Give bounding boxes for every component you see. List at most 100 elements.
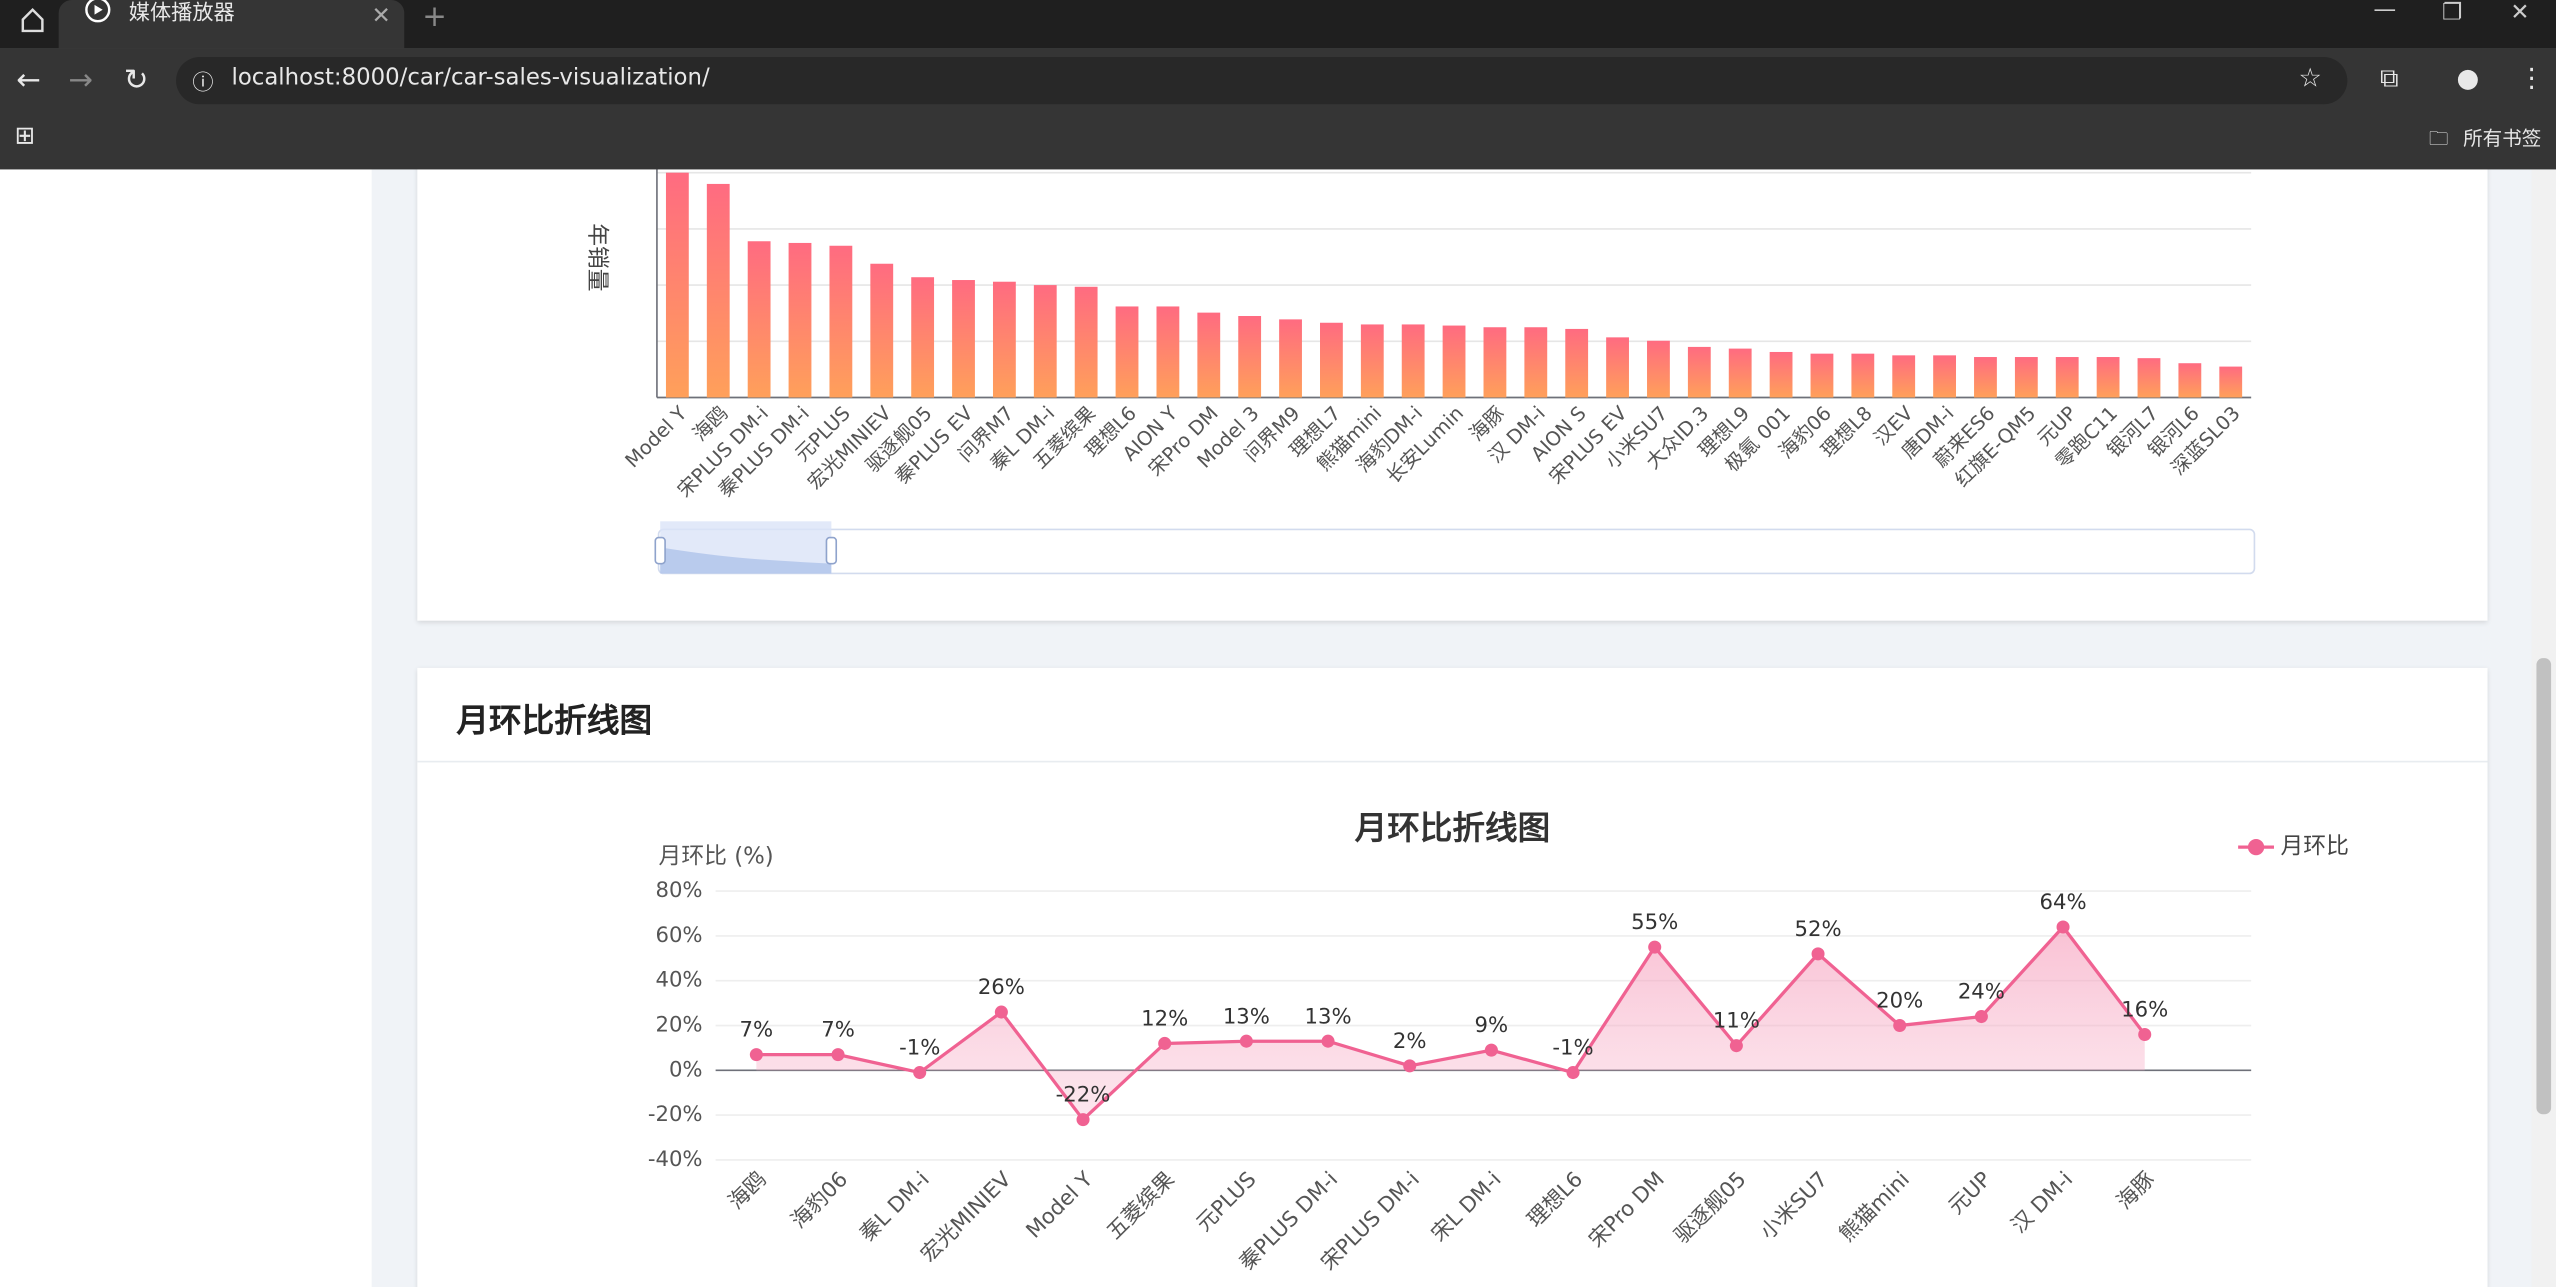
bar: [665, 172, 689, 398]
bar: [747, 241, 771, 398]
back[interactable]: ←: [16, 63, 41, 98]
bar: [2178, 363, 2202, 398]
bar: [1892, 355, 1916, 398]
bar: [788, 242, 812, 398]
point: [1484, 1043, 1498, 1057]
site-info[interactable]: ⓘ: [192, 71, 214, 97]
x-tick-label: 理想L6: [1522, 1166, 1588, 1231]
data-label: -1%: [899, 1035, 940, 1060]
minimize[interactable]: —: [2373, 0, 2397, 23]
data-label: 13%: [1223, 1003, 1270, 1028]
bar: [1238, 316, 1262, 398]
active-tab[interactable]: 媒体播放器 ✕: [58, 0, 405, 49]
point: [994, 1005, 1008, 1019]
new-tab[interactable]: +: [422, 0, 447, 35]
x-tick-label: 宋L DM-i: [1426, 1166, 1506, 1246]
sidebar: [0, 169, 372, 1287]
extensions[interactable]: ⧉: [2379, 61, 2399, 93]
bar: [1769, 351, 1793, 398]
home-icon[interactable]: [16, 3, 49, 36]
bar: [1197, 312, 1221, 398]
x-tick-label: 海鸥: [723, 1166, 771, 1214]
bar: [1565, 328, 1589, 398]
apps[interactable]: ⊞: [14, 120, 36, 150]
point: [1566, 1066, 1580, 1080]
legend-label: 月环比: [2281, 834, 2349, 860]
data-label: 24%: [1958, 979, 2005, 1004]
data-label: 7%: [821, 1017, 855, 1042]
y-axis-label: 月环比 (%): [659, 843, 774, 869]
bar: [1033, 285, 1057, 398]
point: [1403, 1059, 1417, 1073]
y-tick-label: 0%: [669, 1056, 703, 1081]
close[interactable]: ✕: [2510, 0, 2530, 27]
data-label: 11%: [1713, 1008, 1760, 1033]
data-label: 16%: [2121, 997, 2168, 1022]
bar: [2137, 358, 2161, 398]
scrollbar[interactable]: [2531, 169, 2556, 1287]
folder-icon: 🗀: [2428, 127, 2449, 150]
toolbar: ← → ↻ ⓘ localhost:8000/car/car-sales-vis…: [0, 48, 2556, 170]
zoom-preview: [660, 547, 832, 574]
address-bar[interactable]: ⓘ localhost:8000/car/car-sales-visualiza…: [176, 57, 2348, 105]
tab-icon: [85, 0, 111, 23]
tab-close[interactable]: ✕: [371, 3, 391, 30]
bookmarks-label[interactable]: 所有书签: [2463, 127, 2542, 150]
bar: [2096, 357, 2120, 398]
bookmark-star[interactable]: ☆: [2298, 61, 2322, 93]
y-tick-label: -40%: [648, 1146, 703, 1171]
data-label: 9%: [1475, 1012, 1509, 1037]
point: [1648, 940, 1662, 954]
x-tick-label: 秦L DM-i: [854, 1166, 934, 1246]
data-label: 13%: [1305, 1003, 1352, 1028]
point: [1811, 947, 1825, 961]
bar: [1647, 340, 1670, 398]
point: [2056, 920, 2070, 934]
chart-title: 月环比折线图: [1355, 809, 1551, 847]
bar: [2055, 357, 2079, 398]
bar: [2219, 366, 2243, 398]
legend-marker: [2247, 838, 2265, 856]
zoom-handle[interactable]: [825, 536, 838, 565]
menu[interactable]: ⋮: [2518, 61, 2545, 93]
data-label: 26%: [978, 974, 1025, 999]
point: [1893, 1019, 1907, 1033]
bar: [1810, 353, 1834, 398]
point: [1321, 1034, 1335, 1048]
point: [2138, 1027, 2152, 1041]
data-zoom[interactable]: [654, 521, 2256, 575]
bar: [1279, 319, 1302, 398]
x-tick-label: 元UP: [1943, 1166, 1996, 1219]
tab-title: 媒体播放器: [128, 1, 235, 27]
scroll-thumb[interactable]: [2536, 658, 2552, 1115]
x-tick-label: Model Y: [621, 402, 692, 473]
bar: [1524, 327, 1548, 398]
data-label: 20%: [1876, 988, 1923, 1013]
card-divider: [417, 760, 2488, 763]
forward[interactable]: →: [68, 63, 94, 98]
line: [756, 924, 2147, 1123]
zoom-handle[interactable]: [654, 536, 666, 565]
area: [756, 926, 2145, 1120]
point: [1974, 1010, 1988, 1024]
x-tick-label: 海豹06: [786, 1166, 853, 1233]
bar: [952, 280, 975, 398]
point: [1076, 1113, 1090, 1127]
bar: [870, 263, 894, 398]
data-label: -1%: [1552, 1035, 1593, 1060]
reload[interactable]: ↻: [123, 63, 149, 98]
bar: [1442, 325, 1466, 398]
y-tick-label: 60%: [655, 922, 702, 947]
bar: [1974, 357, 1997, 398]
point: [913, 1066, 927, 1080]
x-tick-label: 驱逐舰05: [1669, 1166, 1751, 1248]
y-tick-label: 80%: [655, 877, 702, 902]
restore[interactable]: ❐: [2441, 0, 2463, 27]
bar: [1606, 337, 1629, 398]
x-tick-label: Model Y: [1021, 1166, 1098, 1243]
profile[interactable]: ●: [2456, 61, 2480, 93]
bar: [1401, 324, 1425, 398]
data-label: -22%: [1056, 1082, 1111, 1107]
